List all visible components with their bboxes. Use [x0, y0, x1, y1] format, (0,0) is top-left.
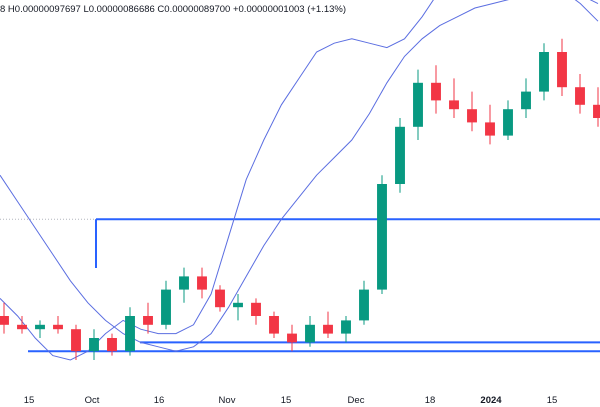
candle-body [539, 52, 549, 92]
candle-body [143, 316, 153, 325]
candle[interactable] [521, 78, 531, 118]
candle[interactable] [197, 267, 207, 299]
candle[interactable] [593, 87, 600, 127]
candle[interactable] [179, 267, 189, 303]
candle[interactable] [143, 302, 153, 334]
candle-body [467, 109, 477, 123]
candle-body [53, 324, 63, 330]
candle-body [197, 276, 207, 290]
x-tick-label: 15 [281, 395, 292, 406]
candle-body [107, 338, 117, 352]
ma-short-line [0, 0, 599, 361]
candle[interactable] [53, 316, 63, 334]
candle[interactable] [287, 324, 297, 352]
candle-body [287, 333, 297, 343]
candle[interactable] [233, 294, 243, 321]
candle[interactable] [467, 91, 477, 132]
candle-body [215, 289, 225, 308]
candle[interactable] [305, 316, 315, 347]
x-tick-label: 15 [547, 395, 558, 406]
candle-body [521, 91, 531, 110]
candle[interactable] [503, 100, 513, 140]
candle-body [395, 126, 405, 184]
candle-body [575, 87, 585, 105]
candle-body [449, 100, 459, 110]
horizontal-levels[interactable] [28, 218, 600, 353]
candle[interactable] [17, 316, 27, 334]
candle-body [413, 82, 423, 127]
x-tick-label: Oct [85, 395, 100, 406]
candle[interactable] [107, 333, 117, 356]
candle-body [305, 324, 315, 343]
candle-body [125, 316, 135, 352]
candle[interactable] [449, 78, 459, 118]
candle[interactable] [71, 324, 81, 360]
candle[interactable] [359, 280, 369, 325]
candle-body [71, 329, 81, 352]
candle[interactable] [485, 104, 495, 145]
candle[interactable] [161, 280, 171, 330]
candle-body [269, 316, 279, 334]
candle-body [179, 276, 189, 290]
candle-body [17, 324, 27, 330]
candle[interactable] [125, 307, 135, 356]
candle-body [485, 122, 495, 136]
candle-body [341, 320, 351, 334]
candle[interactable] [377, 175, 387, 294]
candle[interactable] [251, 298, 261, 325]
candle[interactable] [215, 285, 225, 312]
x-tick-label: Nov [219, 395, 236, 406]
candle-body [0, 316, 9, 325]
candle-body [323, 324, 333, 334]
candle-body [35, 324, 45, 330]
candle[interactable] [341, 316, 351, 343]
x-tick-label: Dec [348, 395, 365, 406]
ohlc-legend: 8 H0.00000097697 L0.00000086686 C0.00000… [0, 4, 346, 15]
candle-body [557, 52, 567, 88]
x-tick-label: 2024 [480, 395, 502, 406]
candle[interactable] [323, 311, 333, 338]
candle[interactable] [269, 311, 279, 338]
candle[interactable] [35, 320, 45, 338]
candle-body [503, 109, 513, 136]
candlesticks[interactable] [0, 38, 600, 360]
candle-body [161, 289, 171, 325]
candle[interactable] [89, 329, 99, 360]
candle[interactable] [0, 302, 9, 334]
x-tick-label: 15 [24, 395, 35, 406]
candle-body [89, 338, 99, 352]
candle-body [431, 82, 441, 101]
moving-averages [0, 0, 599, 361]
ma-long-line [0, 0, 599, 352]
candle[interactable] [557, 38, 567, 96]
candle-body [233, 302, 243, 308]
candle-body [593, 104, 600, 118]
candle[interactable] [539, 43, 549, 101]
x-tick-label: 16 [154, 395, 165, 406]
candle-body [377, 184, 387, 290]
candle-body [251, 302, 261, 316]
x-tick-label: 18 [425, 395, 436, 406]
candle[interactable] [575, 74, 585, 114]
candle[interactable] [413, 69, 423, 140]
x-axis: 15 Oct 16 Nov 15 Dec 18 2024 15 [24, 395, 558, 406]
candle[interactable] [395, 118, 405, 193]
candle[interactable] [431, 65, 441, 114]
candle-body [359, 289, 369, 321]
